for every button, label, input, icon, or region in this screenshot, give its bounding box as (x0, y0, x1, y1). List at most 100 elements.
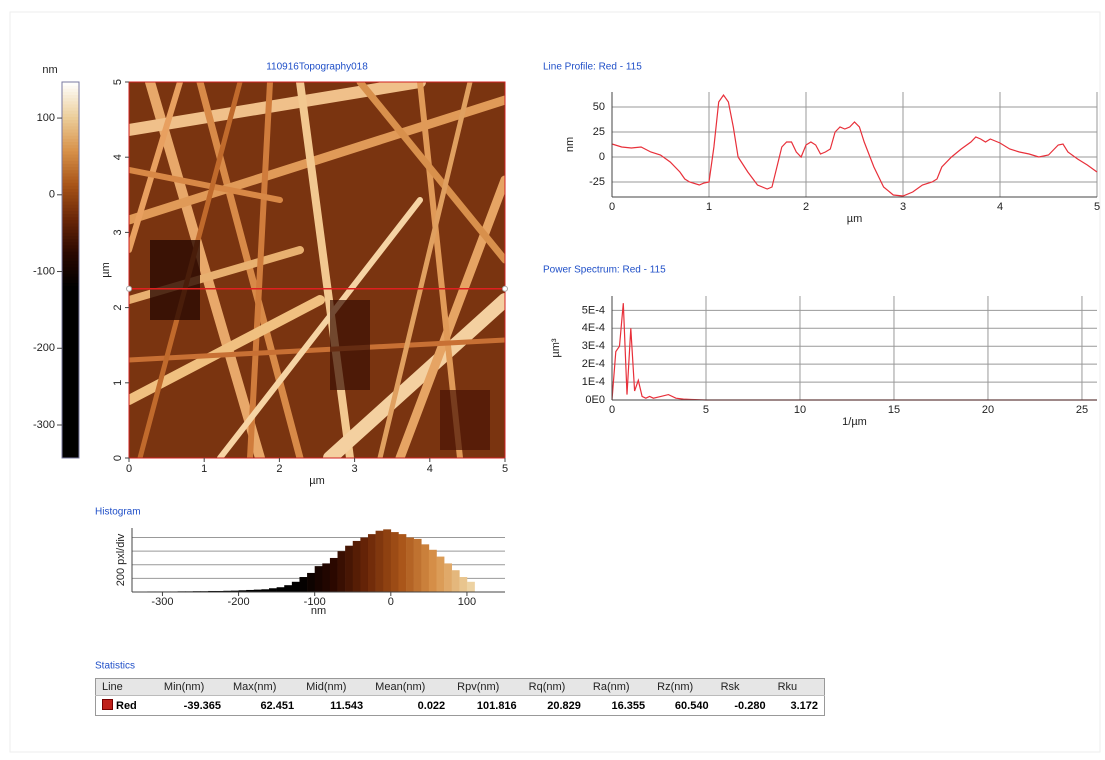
x-axis-label: µm (309, 475, 325, 487)
colorbar-slice (62, 135, 79, 139)
colorbar-slice (62, 88, 79, 92)
colorbar-frame (61, 81, 80, 459)
panel-border (9, 11, 1101, 753)
colorbar-slice (62, 82, 79, 86)
colorbar-slice (62, 276, 79, 280)
x-tick-label: 5 (1094, 201, 1100, 213)
colorbar-tick-label: 100 (37, 112, 55, 124)
line-name: Red (96, 696, 158, 716)
x-tick-label: 20 (982, 404, 994, 416)
colorbar-slice (62, 407, 79, 412)
colorbar-slice (62, 204, 79, 208)
column-header: Min(nm) (157, 678, 227, 696)
histogram-bar (269, 588, 277, 592)
colorbar-slice (62, 176, 79, 180)
y-axis-label: nm (564, 137, 576, 152)
x-tick-label: 0 (609, 404, 615, 416)
y-tick-label: 25 (593, 126, 605, 138)
colorbar-slice (62, 338, 79, 343)
colorbar-slice (62, 172, 79, 177)
chart-title: Power Spectrum: Red - 115 (543, 265, 666, 276)
colorbar-slice (62, 219, 79, 224)
colorbar-slice (62, 119, 79, 124)
colorbar-slice (62, 223, 79, 227)
histogram-bar (261, 589, 270, 592)
colorbar-slice (62, 454, 79, 459)
topography-image (129, 82, 505, 458)
colorbar-slice (62, 232, 79, 237)
y-tick-label: 2 (112, 305, 124, 311)
colorbar-slice (62, 201, 79, 205)
y-tick-label: 0 (112, 455, 124, 461)
y-tick-label: 0 (599, 151, 605, 163)
column-header: Rz(nm) (651, 678, 715, 696)
colorbar-slice (62, 389, 79, 393)
colorbar-slice (62, 351, 79, 356)
colorbar-slice (62, 260, 79, 265)
histogram-bar (230, 590, 239, 592)
histogram-bar (406, 537, 414, 592)
histogram-bar (367, 534, 376, 592)
histogram-bar (383, 529, 392, 592)
x-tick-label: 2 (803, 201, 809, 213)
row-checkbox[interactable] (102, 699, 113, 710)
colorbar-slice (62, 370, 79, 374)
colorbar-slice (62, 157, 79, 161)
statistic-value: 62.451 (260, 699, 295, 712)
y-tick-label: 3E-4 (582, 340, 605, 352)
histogram-bar (345, 545, 354, 592)
colorbar-slice (62, 188, 79, 193)
colorbar-tick-label: -100 (33, 265, 55, 277)
chart-title: Line Profile: Red - 115 (543, 62, 642, 73)
colorbar-slice (62, 357, 79, 362)
line-series (611, 303, 1097, 401)
colorbar-slice (62, 110, 79, 114)
colorbar-slice (62, 317, 79, 321)
colorbar-slice (62, 141, 79, 146)
colorbar-slice (62, 85, 79, 89)
chart-title: Histogram (95, 507, 141, 518)
colorbar-slice (62, 194, 79, 199)
colorbar-slice (62, 295, 79, 299)
histogram-bar (329, 557, 338, 592)
colorbar-slice (62, 197, 79, 202)
colorbar-slice (62, 210, 79, 215)
colorbar-slice (62, 132, 79, 136)
statistic-value: 101.816 (476, 699, 517, 712)
x-tick-label: 1 (201, 463, 207, 475)
colorbar-slice (62, 373, 79, 378)
colorbar-slice (62, 285, 79, 290)
column-header: Line (95, 678, 158, 696)
colorbar-slice (62, 238, 79, 243)
colorbar-slice (62, 273, 79, 277)
x-tick-label: 0 (388, 596, 394, 608)
histogram-bar (375, 530, 384, 592)
x-tick-label: 100 (458, 596, 476, 608)
colorbar-slice (62, 257, 79, 262)
colorbar-slice (62, 150, 79, 155)
histogram-bar (299, 577, 308, 592)
colorbar-slice (62, 100, 79, 105)
y-axis-label: 200 pxl/div (115, 533, 127, 586)
x-tick-label: 25 (1076, 404, 1088, 416)
colorbar-slice (62, 304, 79, 309)
colorbar-tick-label: -200 (33, 342, 55, 354)
y-tick-label: 5E-4 (582, 304, 605, 316)
colorbar-slice (62, 451, 79, 456)
histogram-bar (337, 551, 346, 592)
column-header: Max(nm) (226, 678, 301, 696)
x-tick-label: 4 (997, 201, 1003, 213)
colorbar-slice (62, 282, 79, 287)
colorbar-slice (62, 216, 79, 221)
histogram-bar (390, 532, 399, 592)
statistic-value: 60.540 (674, 699, 709, 712)
x-tick-label: 3 (900, 201, 906, 213)
x-tick-label: 10 (794, 404, 806, 416)
line-series (611, 93, 1098, 197)
colorbar-slice (62, 125, 79, 130)
colorbar-slice (62, 94, 79, 99)
y-tick-label: 4E-4 (582, 322, 605, 334)
x-tick-label: 5 (703, 404, 709, 416)
colorbar-slice (62, 235, 79, 240)
colorbar-slice (62, 144, 79, 149)
